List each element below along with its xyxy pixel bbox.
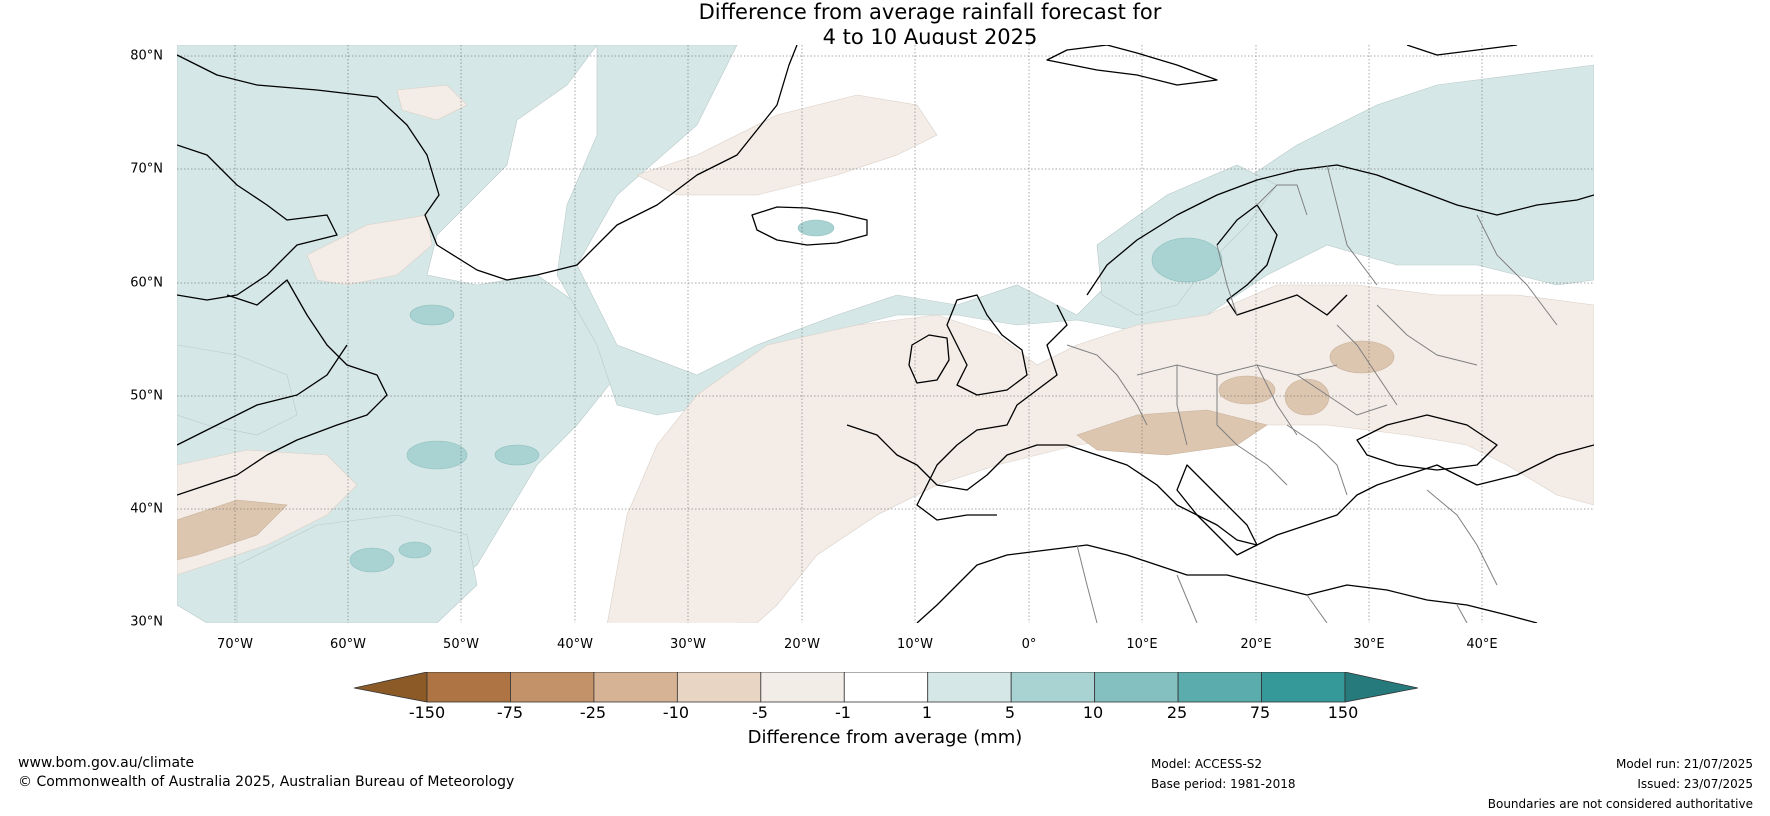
lat-label-60n: 60°N xyxy=(130,275,163,291)
greenland-coast xyxy=(177,45,798,281)
lon-label-0: 0° xyxy=(1021,637,1037,652)
colorbar-segment xyxy=(760,672,845,703)
lon-label-10w: 10°W xyxy=(897,637,933,652)
wet-area-south-west xyxy=(177,344,298,436)
colorbar-segment xyxy=(593,672,678,703)
chart-title: Difference from average rainfall forecas… xyxy=(0,0,1770,50)
iberia-south xyxy=(846,424,1067,491)
colorbar-tick: -75 xyxy=(496,703,524,722)
footer-website: www.bom.gov.au/climate xyxy=(18,755,195,771)
lon-label-40e: 40°E xyxy=(1466,637,1498,652)
footer-disclaimer: Boundaries are not considered authoritat… xyxy=(1487,797,1753,811)
lon-label-10e: 10°E xyxy=(1126,637,1158,652)
colorbar-segment xyxy=(1177,672,1262,703)
novaya-zemlya xyxy=(1406,45,1518,56)
colorbar-tick: -1 xyxy=(835,703,851,722)
colorbar-segment xyxy=(676,672,762,703)
colorbar-segment xyxy=(510,672,595,703)
colorbar-segment xyxy=(1010,672,1096,703)
lon-label-60w: 60°W xyxy=(330,637,366,652)
colorbar-tick: 150 xyxy=(1327,703,1359,722)
mediterranean-north xyxy=(1066,444,1594,546)
lat-label-30n: 30°N xyxy=(130,614,163,630)
lon-label-30w: 30°W xyxy=(670,637,706,652)
iceland-coast xyxy=(751,206,868,246)
colorbar-segment xyxy=(843,672,929,703)
north-america-east xyxy=(177,344,348,446)
footer-model: Model: ACCESS-S2 xyxy=(1151,757,1263,771)
footer-copyright: © Commonwealth of Australia 2025, Austra… xyxy=(18,774,515,790)
lat-label-70n: 70°N xyxy=(130,161,163,177)
colorbar-tick: 25 xyxy=(1166,703,1188,722)
dry-area-central-atlantic xyxy=(607,284,1594,623)
svalbard-coast xyxy=(1046,45,1218,86)
colorbar-tick: 10 xyxy=(1082,703,1104,722)
colorbar-tick: -150 xyxy=(408,703,446,722)
colorbar-segment xyxy=(426,672,511,703)
europe-west-coast xyxy=(916,304,1068,521)
country-borders xyxy=(1066,164,1558,623)
colorbar-segment xyxy=(1261,672,1346,703)
colorbar-tick: -25 xyxy=(579,703,607,722)
norway-coast xyxy=(1086,164,1594,296)
colorbar-segment xyxy=(927,672,1012,703)
map-canvas xyxy=(177,45,1594,623)
baffin-coast xyxy=(177,144,338,301)
africa-north-coast xyxy=(916,544,1538,623)
baltic-coast xyxy=(1216,204,1348,316)
lon-label-70w: 70°W xyxy=(217,637,253,652)
labrador-coast xyxy=(177,279,388,496)
colorbar-segment xyxy=(1094,672,1179,703)
graticule xyxy=(177,45,1594,623)
lon-label-20e: 20°E xyxy=(1240,637,1272,652)
title-line-1: Difference from average rainfall forecas… xyxy=(698,0,1162,24)
lon-label-30e: 30°E xyxy=(1353,637,1385,652)
footer-base-period: Base period: 1981-2018 xyxy=(1151,777,1296,791)
britain-coast xyxy=(946,294,1028,396)
footer-issued: Issued: 23/07/2025 xyxy=(1637,777,1753,791)
lon-label-50w: 50°W xyxy=(443,637,479,652)
lat-label-40n: 40°N xyxy=(130,501,163,517)
colorbar-tick: 75 xyxy=(1249,703,1271,722)
italy-coast xyxy=(1176,464,1258,556)
forecast-map xyxy=(177,45,1594,623)
lon-label-20w: 20°W xyxy=(784,637,820,652)
colorbar-label: Difference from average (mm) xyxy=(747,727,1023,748)
lat-label-50n: 50°N xyxy=(130,388,163,404)
lat-label-80n: 80°N xyxy=(130,48,163,64)
coastlines xyxy=(177,45,1594,623)
colorbar-extend-low xyxy=(354,672,428,703)
wet-anomaly-cores xyxy=(349,219,1223,573)
black-sea-coast xyxy=(1356,414,1498,471)
colorbar-tick: -10 xyxy=(662,703,690,722)
colorbar-tick: 1 xyxy=(921,703,933,722)
colorbar-tick: -5 xyxy=(752,703,768,722)
footer-model-run: Model run: 21/07/2025 xyxy=(1615,757,1753,771)
colorbar-segments xyxy=(426,672,1346,703)
colorbar-extend-high xyxy=(1344,672,1418,703)
colorbar xyxy=(354,672,1418,703)
lon-label-40w: 40°W xyxy=(557,637,593,652)
ireland-coast xyxy=(908,334,950,384)
dry-area-labrador xyxy=(396,84,468,121)
dry-area-norwegian-sea xyxy=(636,94,938,196)
colorbar-tick: 5 xyxy=(1004,703,1016,722)
dry-anomaly-cores xyxy=(177,340,1395,561)
dry-area-greenland-south xyxy=(306,214,433,286)
